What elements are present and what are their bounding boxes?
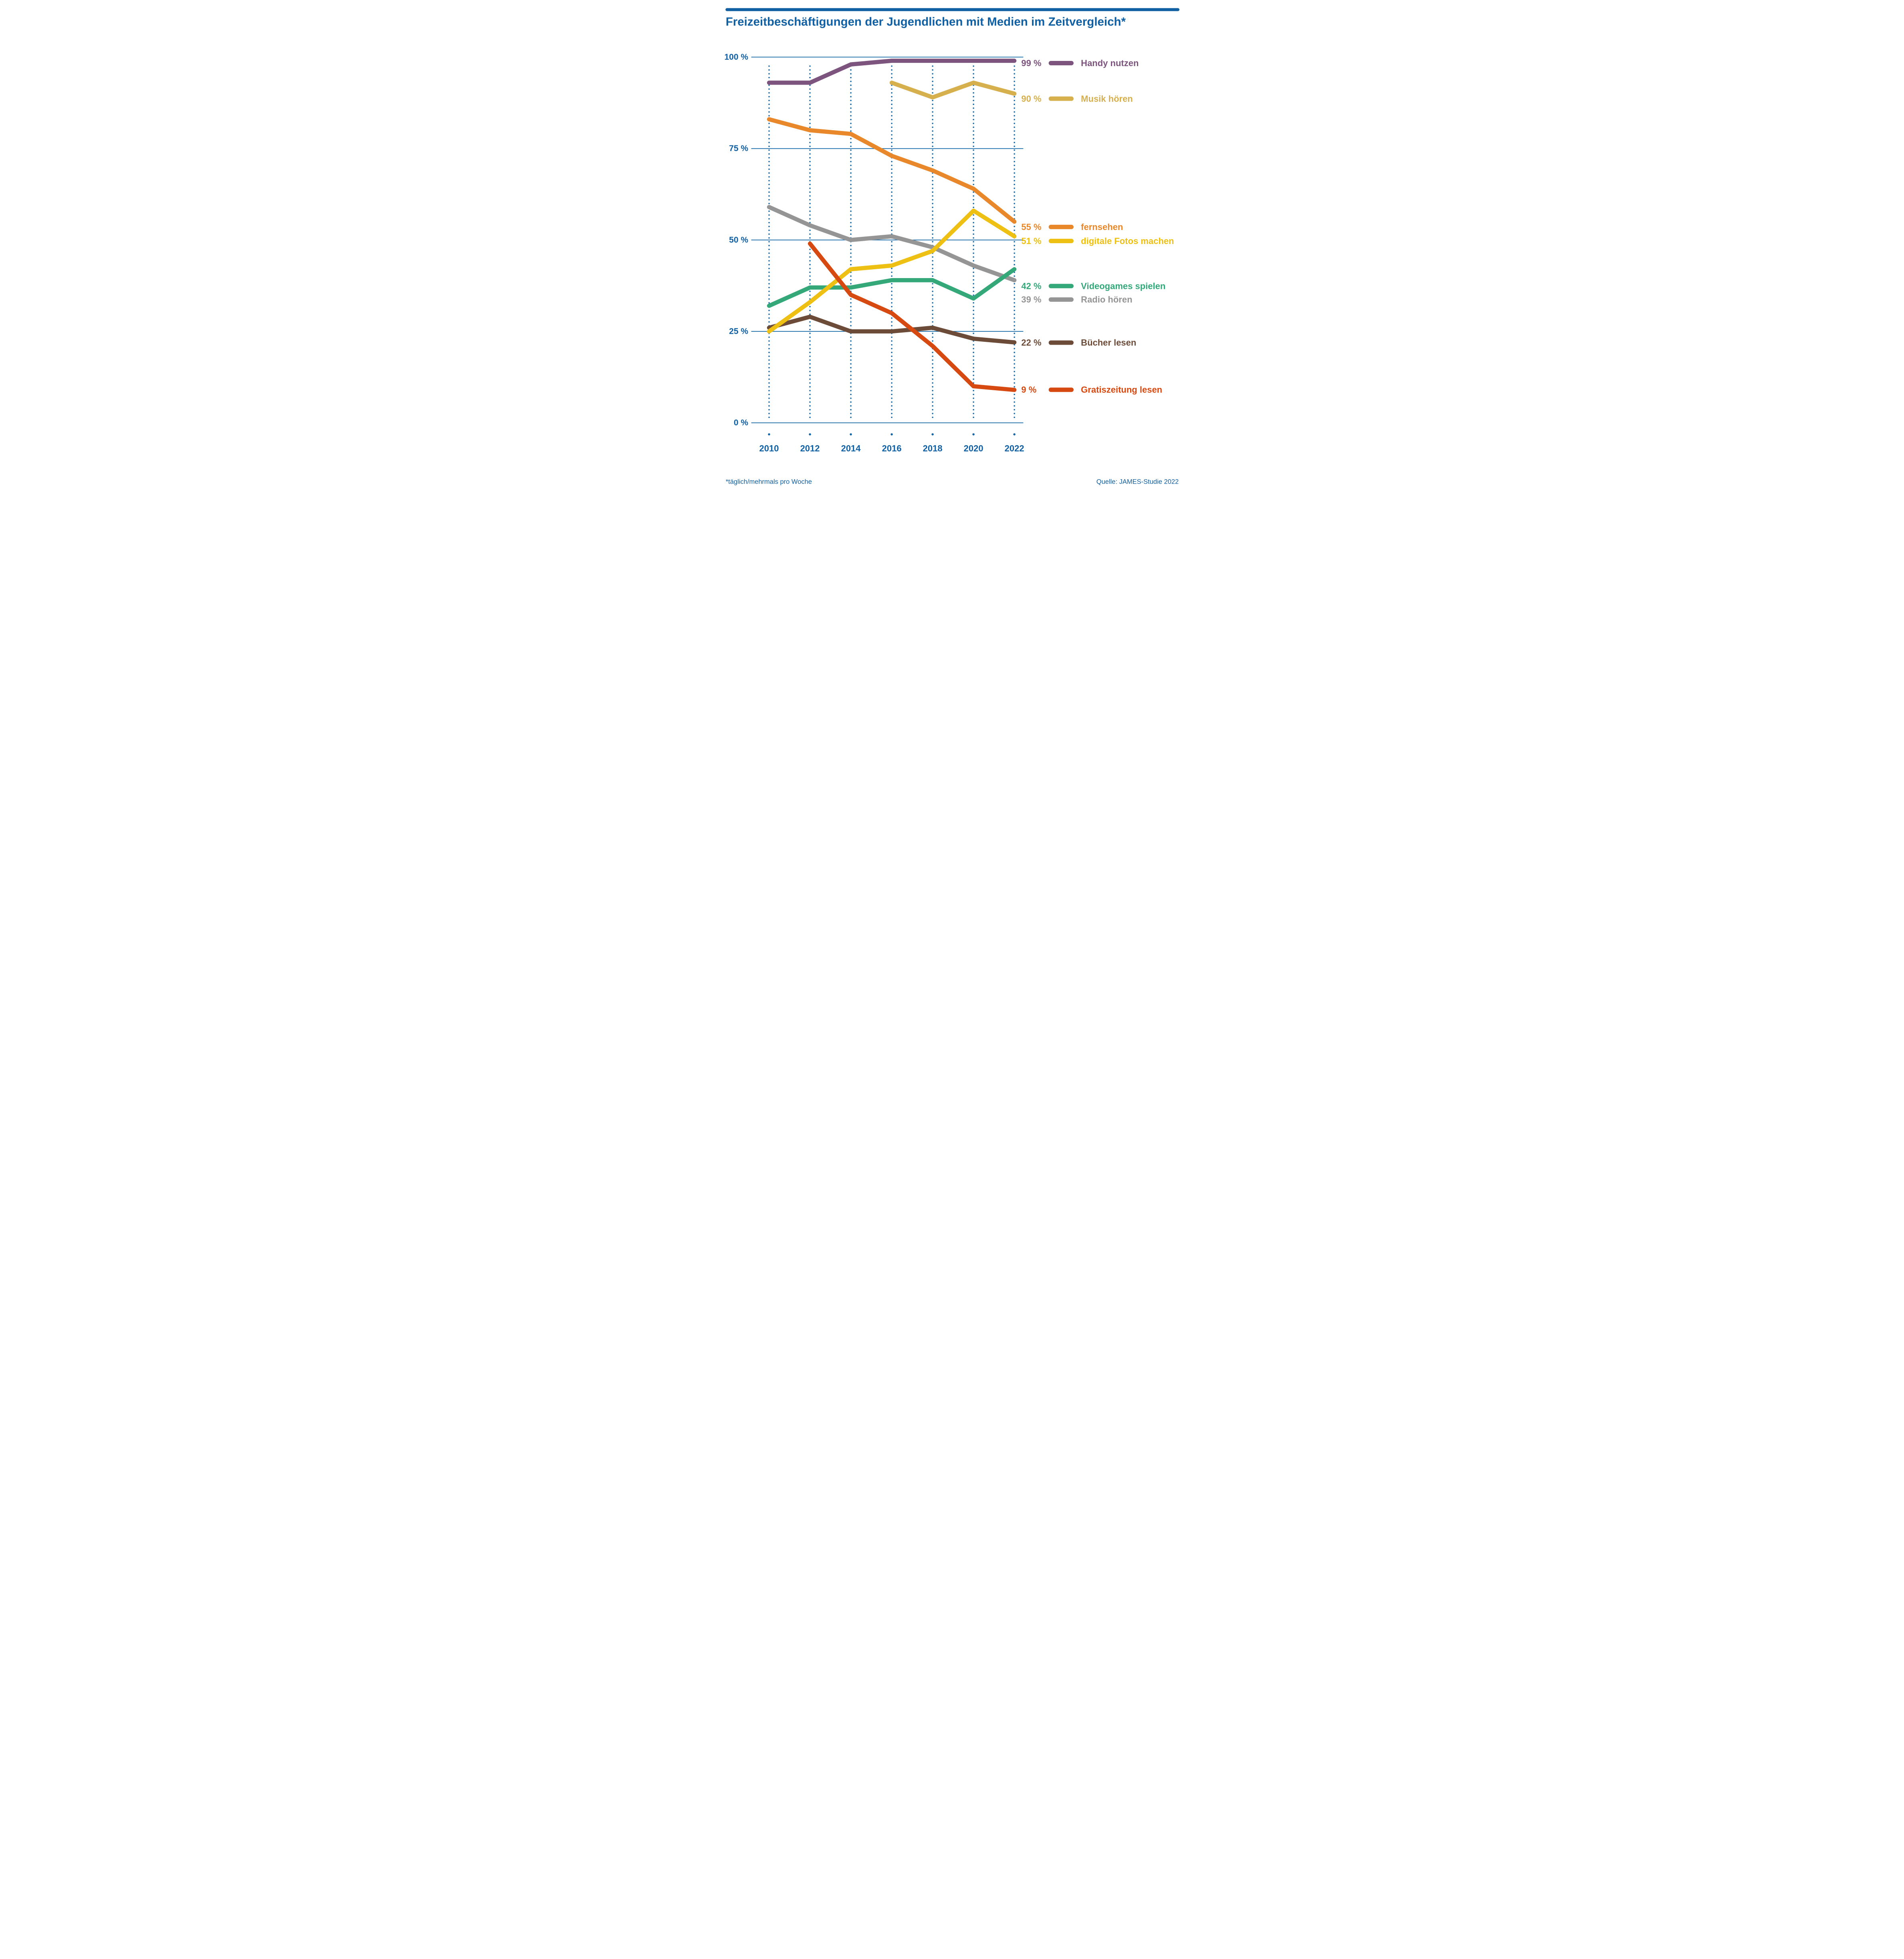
axis-dot-2020 <box>972 433 975 436</box>
series-line-fernsehen <box>767 117 1016 224</box>
series-line-handy-nutzen <box>767 59 1016 85</box>
legend-label-digitale-fotos-machen: digitale Fotos machen <box>1081 236 1174 246</box>
y-axis-label-50: 50 % <box>729 235 748 244</box>
legend-label-gratiszeitung-lesen: Gratiszeitung lesen <box>1081 385 1162 395</box>
x-axis-label-2018: 2018 <box>923 443 942 453</box>
footnote: *täglich/mehrmals pro Woche <box>725 478 812 486</box>
y-axis-label-100: 100 % <box>724 52 748 62</box>
legend-value-videogames-spielen: 42 % <box>1021 281 1041 291</box>
legend-item-musik-hören: 90 % Musik hören <box>1021 94 1133 104</box>
infographic: Freizeitbeschäftigungen der Jugendlichen… <box>714 0 1190 490</box>
legend-item-handy-nutzen: 99 % Handy nutzen <box>1021 58 1139 68</box>
x-axis-label-2010: 2010 <box>759 443 779 453</box>
series-line-musik-hören <box>889 81 1016 100</box>
source-credit: Quelle: JAMES-Studie 2022 <box>1096 478 1178 486</box>
legend-item-videogames-spielen: 42 % Videogames spielen <box>1021 281 1165 291</box>
axis-dot-2014 <box>849 433 852 436</box>
x-axis-label-2016: 2016 <box>882 443 901 453</box>
legend-value-handy-nutzen: 99 % <box>1021 58 1041 68</box>
legend-value-gratiszeitung-lesen: 9 % <box>1021 385 1036 395</box>
x-axis-label-2022: 2022 <box>1004 443 1024 453</box>
legend-item-fernsehen: 55 % fernsehen <box>1021 222 1123 232</box>
x-axis-label-2012: 2012 <box>800 443 820 453</box>
legend-label-radio-hören: Radio hören <box>1081 295 1132 305</box>
legend-value-musik-hören: 90 % <box>1021 94 1041 104</box>
page-title: Freizeitbeschäftigungen der Jugendlichen… <box>725 15 1126 28</box>
legend-value-digitale-fotos-machen: 51 % <box>1021 236 1041 246</box>
series-line-videogames-spielen <box>767 267 1016 308</box>
axis-dot-2016 <box>890 433 893 436</box>
line-chart: 100 % 75 % 50 % 25 % 0 % 2010 2012 2014 2016 2018… <box>724 52 1174 453</box>
series-line-digitale-fotos-machen <box>767 208 1016 334</box>
axis-dot-2022 <box>1013 433 1016 436</box>
axis-dot-2012 <box>808 433 811 436</box>
y-axis-label-25: 25 % <box>729 327 748 336</box>
series-line-bücher-lesen <box>767 315 1016 345</box>
axis-dot-2018 <box>931 433 934 436</box>
legend-label-bücher-lesen: Bücher lesen <box>1081 338 1136 348</box>
legend-value-bücher-lesen: 22 % <box>1021 338 1041 348</box>
legend-label-videogames-spielen: Videogames spielen <box>1081 281 1165 291</box>
legend-item-bücher-lesen: 22 % Bücher lesen <box>1021 338 1136 348</box>
series-line-gratiszeitung-lesen <box>808 241 1016 392</box>
series-line-radio-hören <box>767 205 1016 282</box>
legend-item-digitale-fotos-machen: 51 % digitale Fotos machen <box>1021 236 1174 246</box>
legend-value-fernsehen: 55 % <box>1021 222 1041 232</box>
legend-label-handy-nutzen: Handy nutzen <box>1081 58 1139 68</box>
legend-value-radio-hören: 39 % <box>1021 295 1041 305</box>
x-axis-label-2014: 2014 <box>841 443 861 453</box>
legend-label-musik-hören: Musik hören <box>1081 94 1133 104</box>
y-axis-label-0: 0 % <box>733 418 748 428</box>
legend-item-radio-hören: 39 % Radio hören <box>1021 295 1132 305</box>
legend-item-gratiszeitung-lesen: 9 % Gratiszeitung lesen <box>1021 385 1162 395</box>
axis-dot-2010 <box>767 433 770 436</box>
y-axis-label-75: 75 % <box>729 144 748 153</box>
x-axis-label-2020: 2020 <box>963 443 983 453</box>
legend-label-fernsehen: fernsehen <box>1081 222 1123 232</box>
